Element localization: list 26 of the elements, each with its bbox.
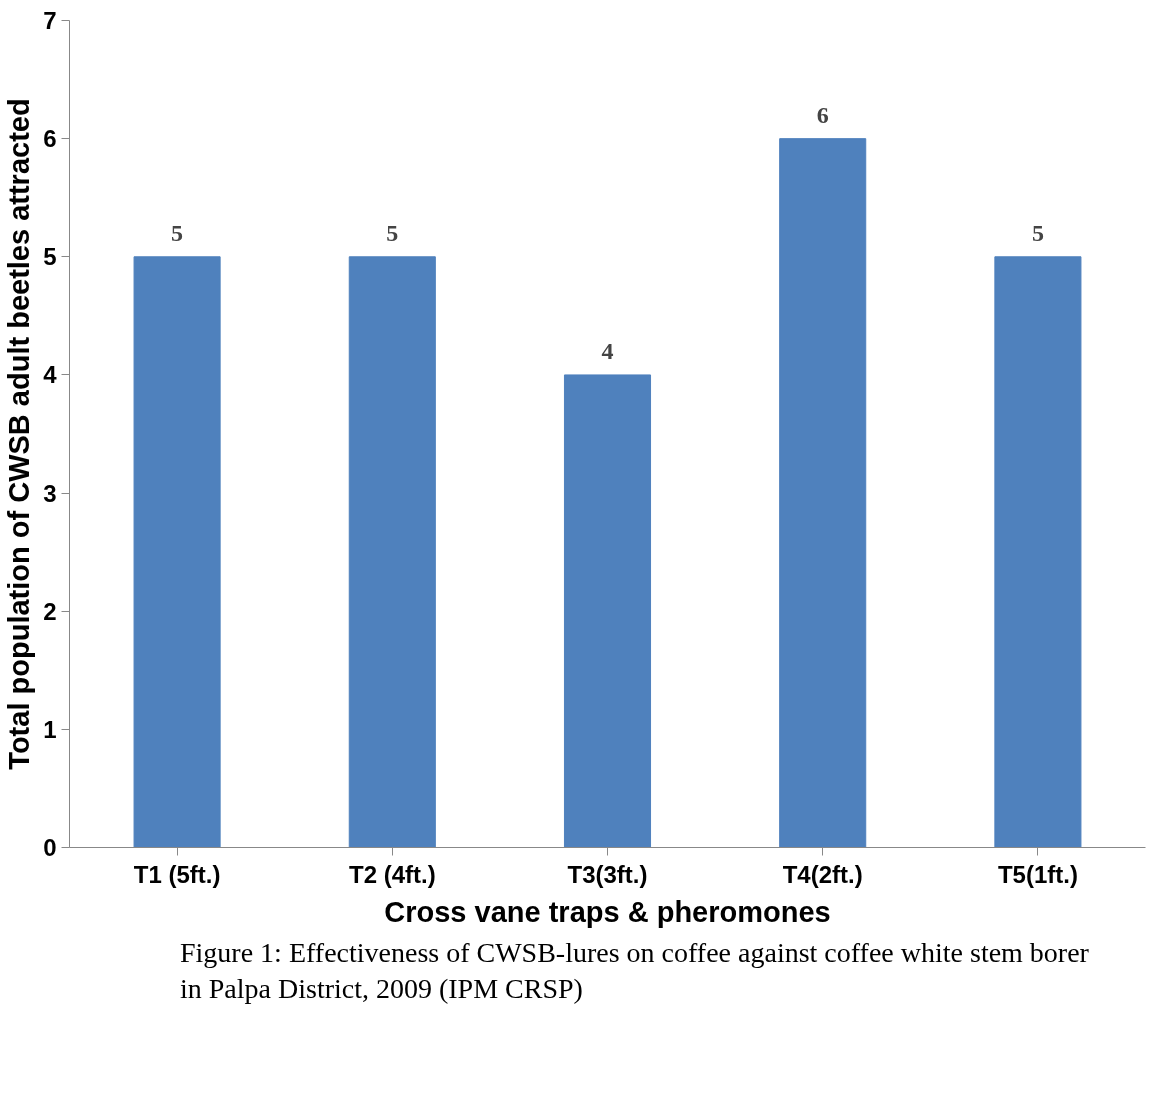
y-tick-label: 4 bbox=[43, 361, 58, 389]
bar bbox=[348, 256, 436, 848]
caption: Figure 1: Effectiveness of CWSB-lures on coffee against coffee white stem borer in Palpa District, 2009 (IPM CRSP) bbox=[180, 936, 1090, 1007]
y-tick-label: 6 bbox=[43, 125, 57, 153]
bar bbox=[563, 374, 652, 848]
bar bbox=[994, 256, 1082, 848]
bar bbox=[779, 138, 867, 848]
x-axis-title: Cross vane traps & pheromones bbox=[384, 895, 831, 928]
data-label: 5 bbox=[386, 219, 399, 246]
x-tick-label: T1 (5ft.) bbox=[133, 860, 221, 888]
data-label: 6 bbox=[816, 101, 829, 128]
y-tick-label: 0 bbox=[43, 834, 57, 861]
data-label: 4 bbox=[601, 337, 614, 364]
y-tick-label: 5 bbox=[43, 243, 57, 271]
y-tick-label: 2 bbox=[43, 597, 57, 625]
data-label: 5 bbox=[1031, 219, 1044, 246]
y-tick-label: 3 bbox=[43, 479, 57, 507]
x-tick-label: T3(3ft.) bbox=[567, 860, 648, 888]
y-axis-title: Total population of CWSB adult beetles attracted bbox=[3, 98, 36, 770]
x-tick-label: T5(1ft.) bbox=[997, 860, 1078, 888]
bar bbox=[133, 256, 221, 848]
x-tick-label: T2 (4ft.) bbox=[348, 860, 436, 888]
data-label: 5 bbox=[171, 219, 184, 246]
x-tick-label: T4(2ft.) bbox=[782, 860, 863, 888]
y-tick-label: 1 bbox=[43, 715, 57, 743]
y-tick-label: 7 bbox=[43, 7, 57, 34]
